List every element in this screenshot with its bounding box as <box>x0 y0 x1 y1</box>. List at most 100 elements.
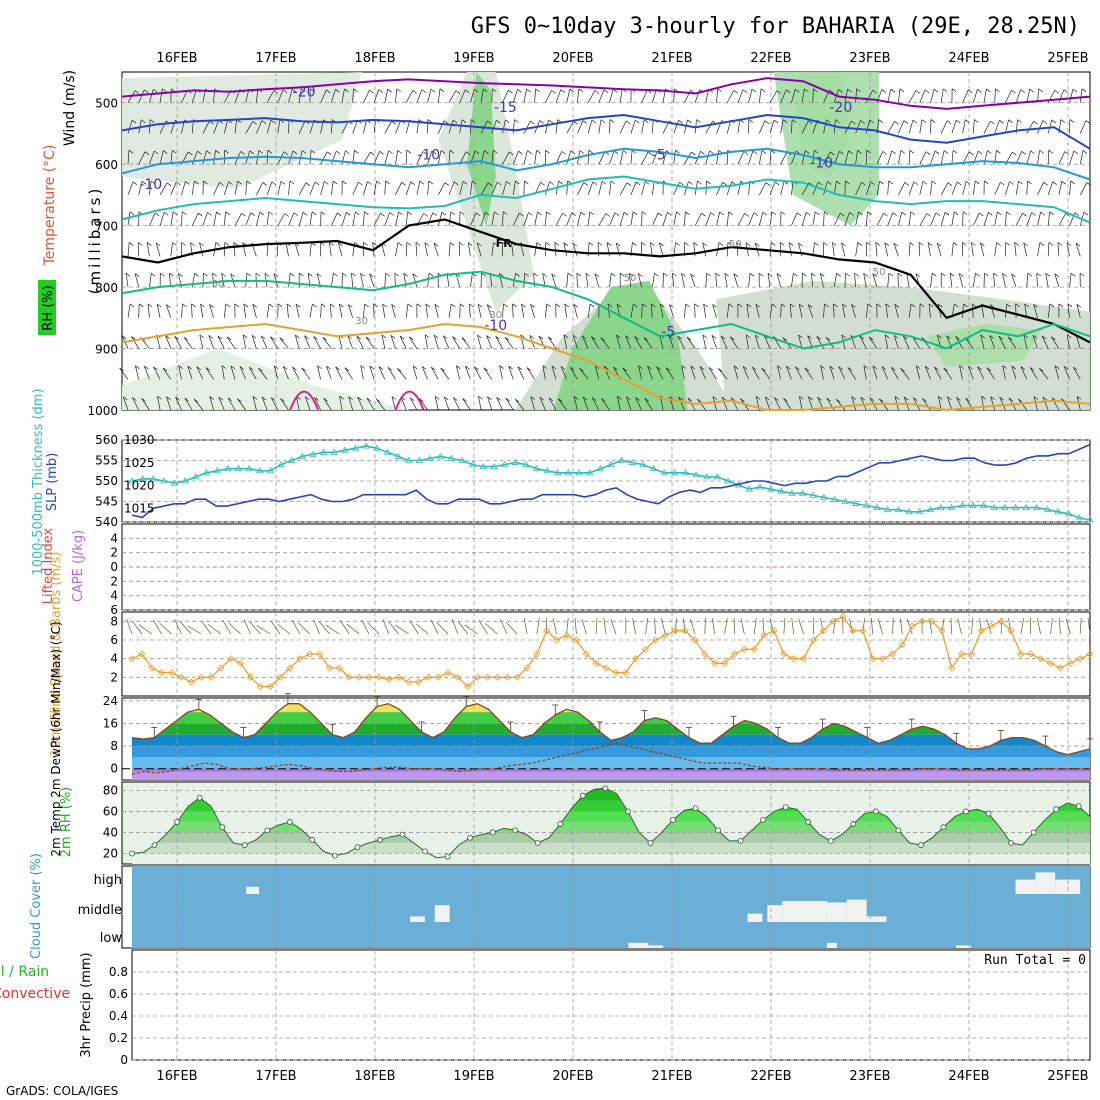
thickness-marker <box>266 466 275 474</box>
wind-speed-marker <box>207 673 215 681</box>
dewpt-line <box>131 742 1090 775</box>
wind-barb <box>594 273 600 288</box>
thickness-marker <box>639 460 647 467</box>
wind-barb <box>1002 365 1006 380</box>
wind-barb <box>684 303 686 318</box>
wind-barb <box>236 398 246 411</box>
wind-barb-flag <box>893 242 899 247</box>
wind-barb <box>990 396 996 411</box>
wind-barb-flag <box>986 88 991 93</box>
wind-barb-flag <box>539 396 545 401</box>
wind-barb <box>165 304 172 318</box>
wind10m-barb <box>131 621 143 635</box>
wind-barb <box>748 150 754 165</box>
wind-barb <box>470 180 473 195</box>
wind-barb <box>908 90 917 103</box>
wind-barb-flag <box>483 88 488 93</box>
wind-barb-flag <box>1008 119 1013 124</box>
wind-barb <box>213 120 219 134</box>
rh-marker <box>963 808 969 815</box>
wind-barb <box>603 366 610 380</box>
wind-speed-marker <box>908 622 916 630</box>
wind-barb-flag <box>441 211 447 216</box>
wind-barb-flag <box>251 334 257 339</box>
wind-speed-marker <box>612 669 620 677</box>
wind-barb <box>394 273 396 288</box>
wind-barb <box>1024 303 1028 318</box>
wind-barb-flag <box>536 150 541 154</box>
wind-barb <box>491 150 494 165</box>
wind-barb-flag <box>249 150 255 155</box>
wind-barb <box>421 366 428 380</box>
wind-barb <box>149 180 152 195</box>
wind-barb-flag <box>777 365 782 369</box>
wind-barb-flag <box>421 89 427 93</box>
wind-barb <box>816 336 824 349</box>
wind-barb <box>542 365 546 380</box>
wind-barb-flag <box>1041 335 1047 340</box>
wind-barb <box>563 242 568 257</box>
wind-barb-flag <box>173 211 178 216</box>
wind-barb <box>309 211 313 226</box>
wind-barb <box>352 181 359 196</box>
wind-barb <box>193 398 204 411</box>
wind-barb-flag <box>569 88 575 93</box>
wind-barb <box>1075 335 1081 349</box>
wind-barb <box>993 273 996 288</box>
wind-barb-flag <box>764 120 770 124</box>
wind-barb-flag <box>259 211 264 216</box>
wind-barb <box>366 397 375 411</box>
wind-speed-marker <box>128 655 136 663</box>
wind-barb-flag <box>131 119 137 124</box>
wind-barb <box>1079 182 1088 196</box>
wind-barb-flag <box>1033 304 1038 308</box>
wind-barb-flag <box>956 181 962 186</box>
wind-barb <box>1026 212 1032 226</box>
wind-barb <box>702 334 707 349</box>
wind-barb <box>573 396 578 411</box>
slp-tick: 1025 <box>124 456 155 470</box>
wind-speed-marker <box>266 683 274 691</box>
wind-barb-flag <box>412 365 418 370</box>
wind-barb-flag <box>444 182 450 186</box>
wind-barb-flag <box>470 119 476 123</box>
wind-barb-flag <box>770 149 776 154</box>
wind-barb <box>619 212 625 226</box>
wind-barb <box>213 211 217 226</box>
wind-barb-flag <box>841 334 846 339</box>
wind-barb-flag <box>703 303 708 308</box>
wind-barb <box>486 304 493 318</box>
wind-barb-flag <box>934 366 939 371</box>
wind-barb <box>601 398 610 411</box>
wind-barb <box>638 365 642 380</box>
wind10m-barb <box>1079 618 1082 635</box>
wind-barb-flag <box>936 242 942 247</box>
wind10m-barb <box>174 619 182 635</box>
wind-barb-flag <box>876 303 881 308</box>
wind-barb <box>1026 88 1031 103</box>
wind-barb-flag <box>573 304 578 308</box>
wind-barb <box>598 181 603 195</box>
wind-barb <box>844 88 848 103</box>
wind-barb <box>1058 181 1063 195</box>
wind-barb-flag <box>1030 150 1035 155</box>
wind-barb <box>994 120 1000 134</box>
wind-barb-flag <box>937 334 942 339</box>
thickness-marker <box>628 458 636 465</box>
wind-barb <box>1047 181 1054 196</box>
rh-marker <box>940 824 947 831</box>
wind10m-barb <box>243 619 251 635</box>
wind-barb <box>478 396 482 411</box>
wind-speed-marker <box>859 627 867 635</box>
wind-barb-flag <box>209 396 214 400</box>
wind-barb-flag <box>869 119 874 124</box>
cloud-block-middle <box>409 916 425 922</box>
thickness-marker <box>309 450 317 457</box>
wind-barb <box>1015 213 1023 226</box>
wind-speed-marker <box>671 627 679 635</box>
wind-barb-flag <box>434 396 440 400</box>
wind-barb-flag <box>717 88 722 93</box>
wind-barb-flag <box>512 303 517 308</box>
wind-barb-flag <box>431 366 436 371</box>
